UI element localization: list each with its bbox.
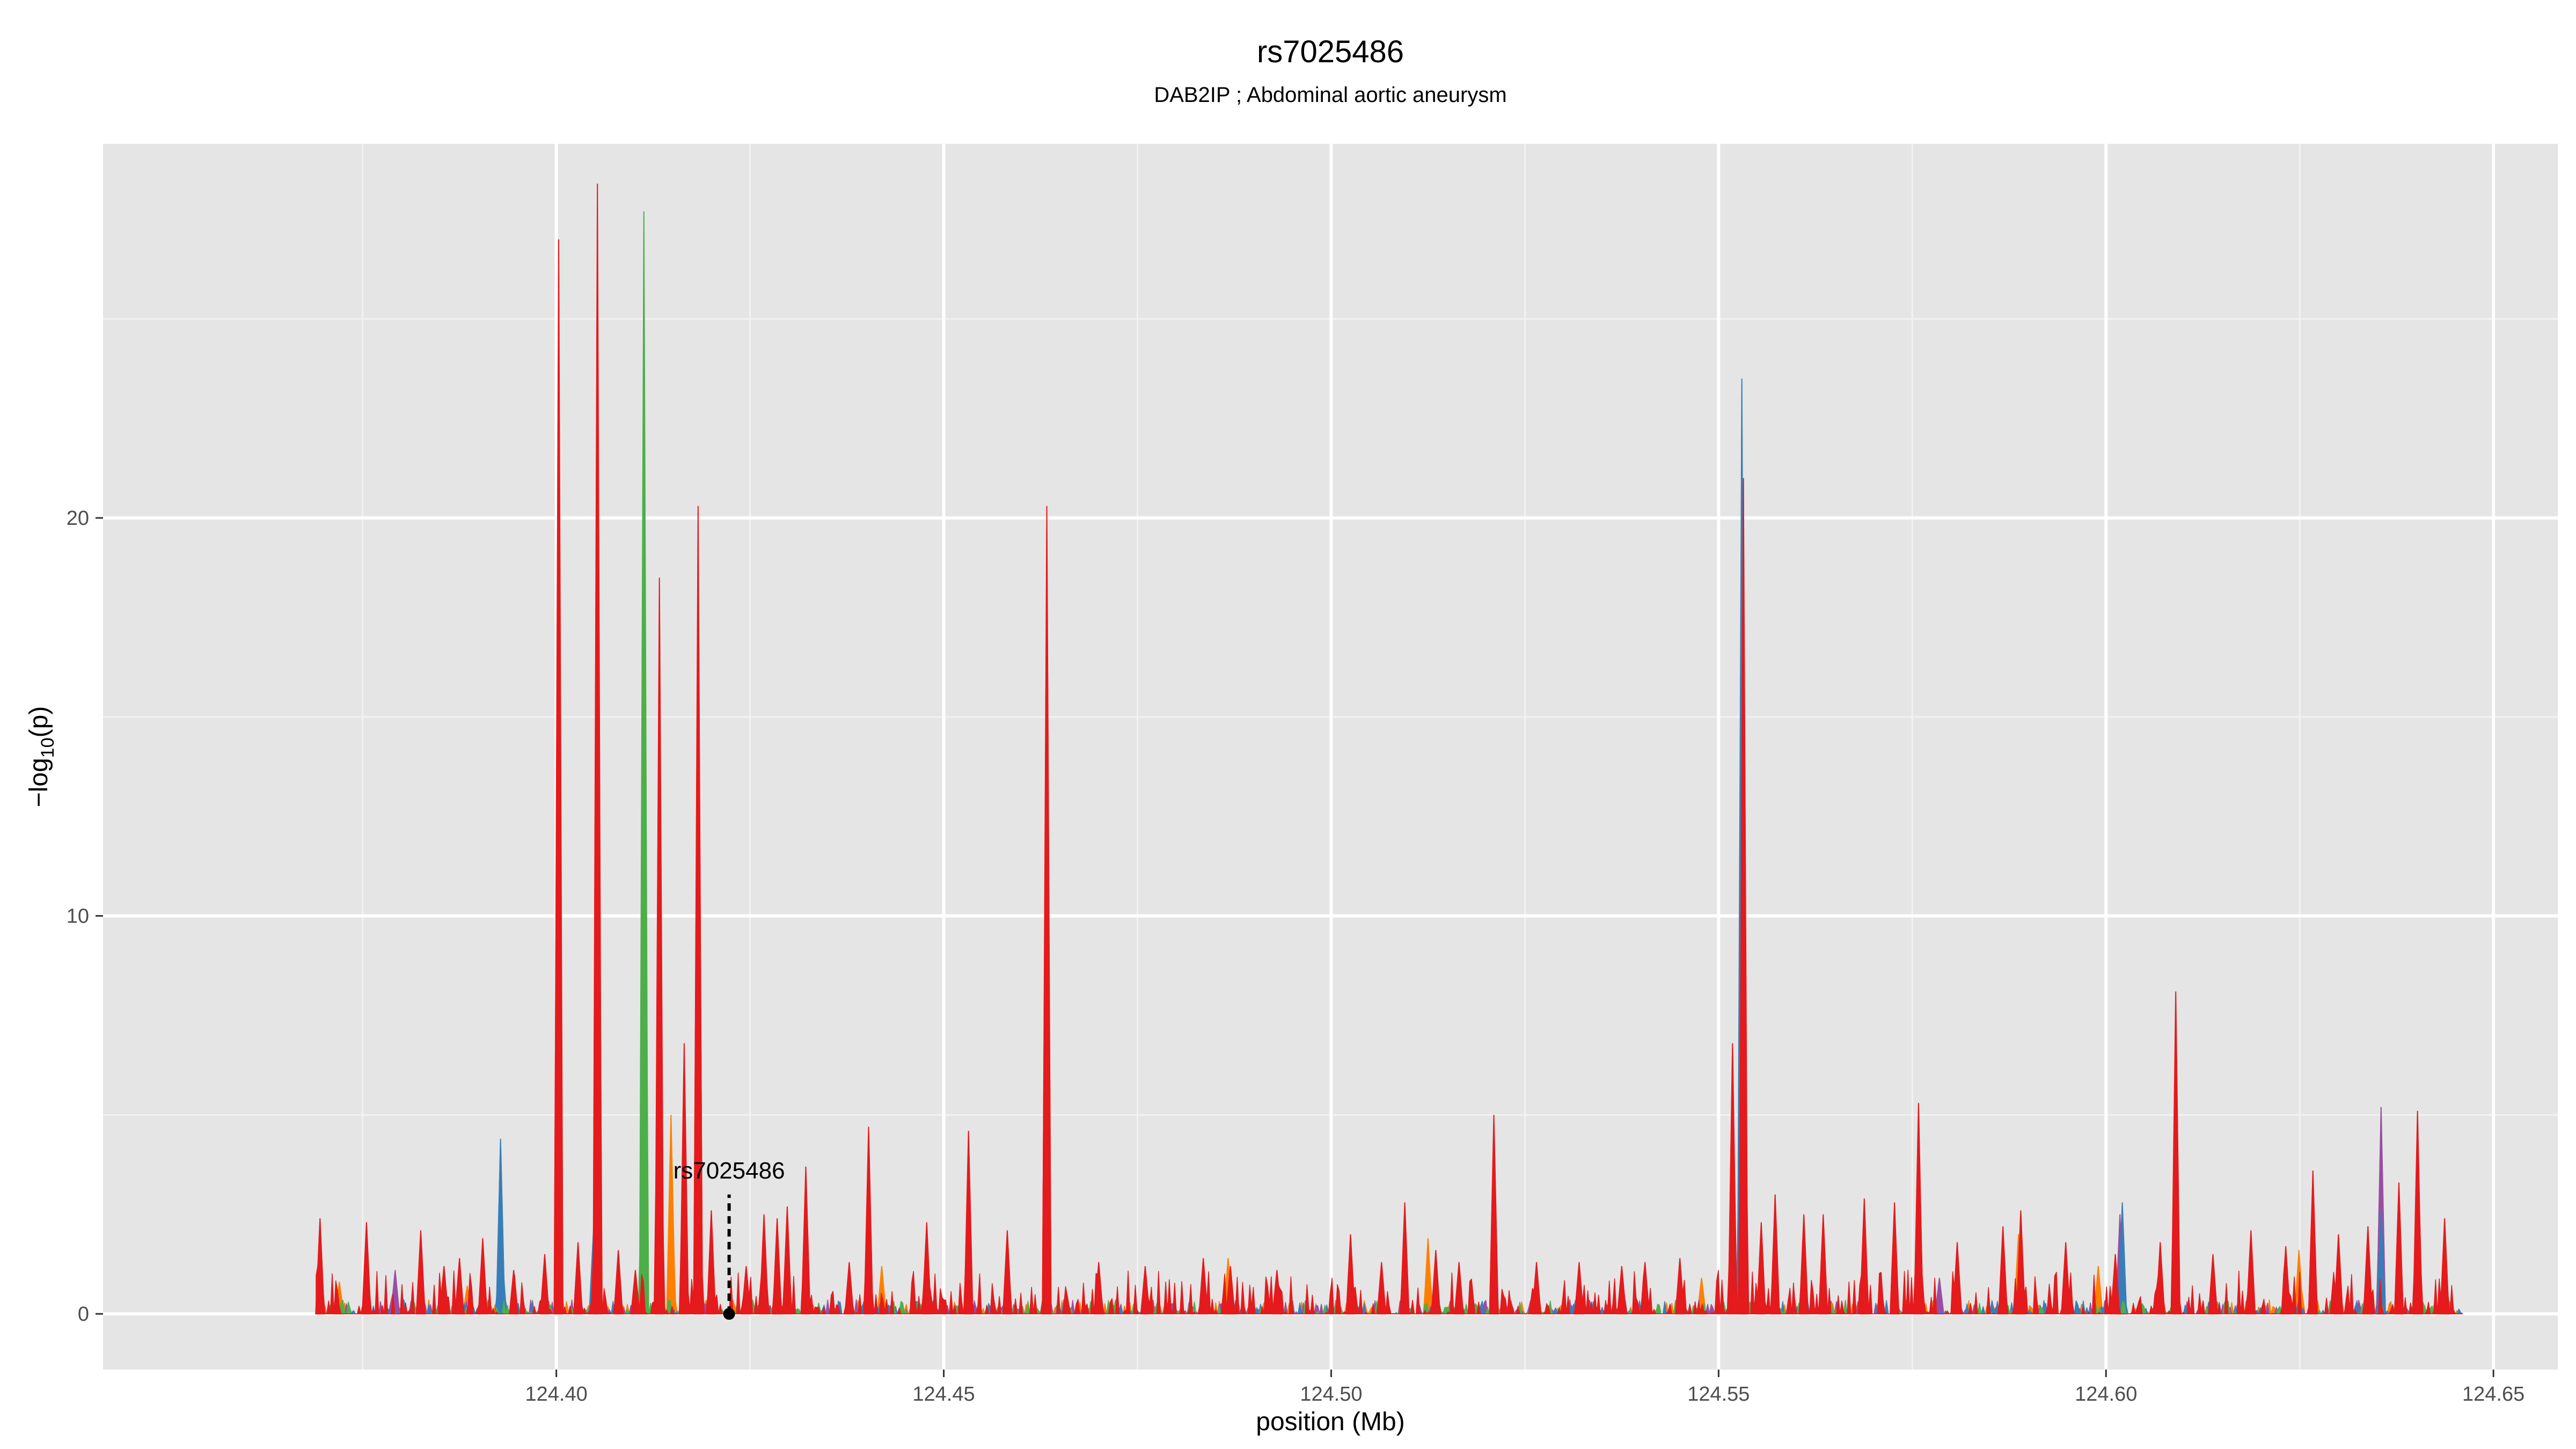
- series-0-peak-14: [679, 1043, 689, 1315]
- annotation-layer: rs7025486: [674, 1158, 785, 1320]
- series-0-peak-62: [2281, 1246, 2291, 1315]
- series-0-peak-47: [1770, 1194, 1780, 1315]
- series-0-peak-48: [1799, 1214, 1809, 1315]
- series-0-peak-0: [315, 1218, 325, 1315]
- series-0-peak-7: [539, 1254, 550, 1315]
- series-0-peak-35: [1400, 1202, 1410, 1315]
- series-0-peak-58: [2155, 1242, 2165, 1315]
- series-0-peak-11: [613, 1250, 624, 1315]
- x-axis: 124.40 124.45 124.50 124.55 124.60 124.65: [525, 1370, 2524, 1406]
- series-area-0: [316, 304, 2463, 1314]
- series-0-peak-41: [1616, 1266, 1627, 1315]
- series-0-peak-18: [759, 1214, 769, 1315]
- series-0-peak-9: [573, 1242, 583, 1315]
- series-0-peak-13: [654, 577, 664, 1315]
- x-tick-label-0: 124.40: [525, 1383, 588, 1406]
- series-0-peak-50: [1859, 1198, 1869, 1315]
- series-0-peak-33: [1345, 1234, 1356, 1315]
- series-0-peak-42: [1640, 1262, 1650, 1315]
- y-tick-label-0: 0: [78, 1303, 89, 1326]
- series-0-peak-31: [1225, 1266, 1235, 1315]
- series-0-peak-26: [1002, 1230, 1012, 1315]
- series-0-peak-66: [2394, 1182, 2404, 1315]
- x-tick-label-5: 124.65: [2462, 1383, 2524, 1406]
- chart-title: rs7025486: [1257, 34, 1404, 69]
- series-0-peak-54: [1998, 1226, 2008, 1315]
- y-axis-title-subscript: 10: [38, 737, 58, 758]
- series-0-peak-19: [772, 1218, 782, 1315]
- series-0-peak-3: [439, 1266, 449, 1315]
- y-tick-label-1: 10: [67, 905, 89, 928]
- series-0-peak-30: [1198, 1258, 1209, 1315]
- chart-subtitle: DAB2IP ; Abdominal aortic aneurysm: [1154, 83, 1506, 107]
- x-tick-label-2: 124.50: [1300, 1383, 1362, 1406]
- series-0-peak-6: [509, 1270, 519, 1315]
- series-0-peak-24: [921, 1222, 932, 1315]
- series-0-peak-49: [1818, 1214, 1828, 1315]
- x-tick-label-4: 124.60: [2075, 1383, 2137, 1406]
- series-0-peak-44: [1728, 1043, 1738, 1315]
- series-0-peak-32: [1272, 1270, 1282, 1315]
- y-axis-title-paren: (p): [25, 706, 53, 738]
- series-0-peak-37: [1454, 1262, 1464, 1315]
- series-0-peak-65: [2363, 1226, 2373, 1315]
- y-axis-title: −log10(p): [25, 706, 58, 808]
- series-0-peak-46: [1756, 1222, 1766, 1315]
- series-0-peak-40: [1574, 1262, 1584, 1315]
- series-0-peak-59: [2171, 991, 2181, 1315]
- series-0-peak-21: [801, 1166, 811, 1315]
- series-0-peak-57: [2110, 1254, 2120, 1315]
- series-0-peak-15: [693, 506, 703, 1315]
- series-0-peak-2: [415, 1230, 426, 1315]
- series-0-peak-51: [1890, 1202, 1900, 1315]
- x-tick-label-1: 124.45: [912, 1383, 975, 1406]
- series-0-peak-1: [361, 1222, 371, 1315]
- series-0-peak-10: [592, 184, 603, 1315]
- series-0-peak-25: [963, 1131, 974, 1315]
- x-tick-label-3: 124.55: [1687, 1383, 1750, 1406]
- series-0-peak-27: [1042, 506, 1052, 1315]
- series-0-peak-43: [1675, 1258, 1685, 1315]
- series-0-peak-53: [1952, 1242, 1963, 1315]
- series-0-peak-67: [2412, 1110, 2423, 1315]
- series-0-peak-56: [2061, 1242, 2071, 1315]
- series-0-peak-22: [844, 1262, 854, 1315]
- series-0-peak-17: [741, 1266, 751, 1315]
- series-0-peak-60: [2208, 1254, 2218, 1315]
- annotation-marker: [723, 1308, 735, 1320]
- minor-grid: [103, 144, 2558, 1370]
- series-0-peak-64: [2333, 1234, 2344, 1315]
- series-0-peak-63: [2308, 1170, 2318, 1315]
- y-axis: 0 10 20: [67, 507, 103, 1326]
- series-0-peak-39: [1532, 1262, 1542, 1315]
- annotation-label: rs7025486: [674, 1158, 785, 1184]
- series-0-peak-68: [2440, 1218, 2450, 1315]
- series-0-peak-29: [1140, 1266, 1150, 1315]
- series-0-peak-20: [782, 1206, 792, 1315]
- series-0-peak-34: [1377, 1262, 1387, 1315]
- series-0-peak-45: [1738, 478, 1748, 1315]
- series-layer: [315, 184, 2463, 1315]
- series-0-peak-28: [1094, 1262, 1104, 1315]
- y-tick-label-2: 20: [67, 507, 89, 530]
- x-axis-title: position (Mb): [1256, 1408, 1404, 1436]
- series-0-peak-55: [2016, 1210, 2026, 1315]
- series-0-peak-38: [1489, 1115, 1499, 1315]
- series-0-peak-61: [2246, 1230, 2256, 1315]
- series-0-peak-8: [553, 239, 564, 1315]
- series-0-peak-36: [1431, 1250, 1441, 1315]
- series-0-peak-12: [630, 1270, 640, 1315]
- series-0-peak-52: [1913, 1103, 1923, 1315]
- series-0-peak-5: [478, 1238, 488, 1315]
- series-0-peak-4: [455, 1258, 465, 1315]
- series-0-peak-16: [706, 1210, 716, 1315]
- series-0-peak-23: [863, 1126, 874, 1315]
